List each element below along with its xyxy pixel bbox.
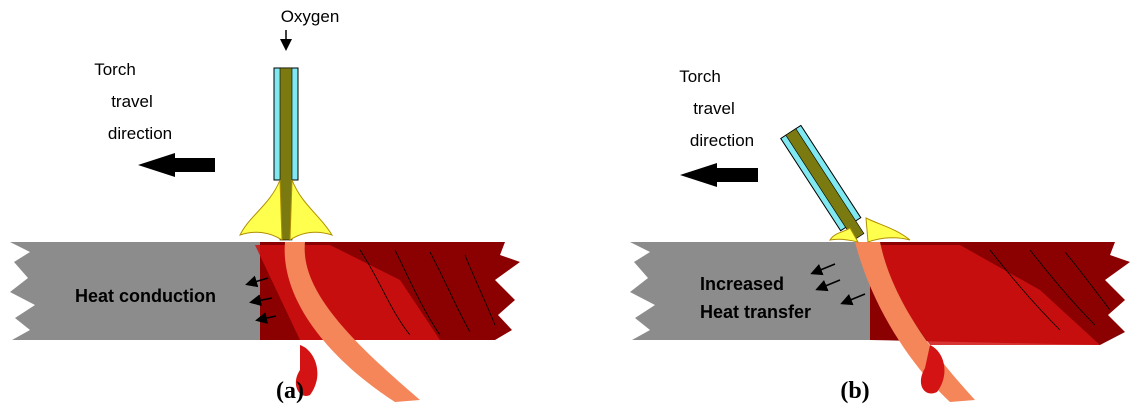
heat-label: Increased <box>700 274 784 294</box>
torch-label: travel <box>111 92 153 111</box>
flame-right <box>290 180 332 240</box>
torch-label: travel <box>693 99 735 118</box>
flame-left <box>240 180 282 240</box>
travel-arrow <box>680 163 758 187</box>
panel-b: Torch travel direction Increased Heat tr… <box>630 67 1130 404</box>
torch-label: direction <box>108 124 172 143</box>
panel-caption: (b) <box>840 378 869 404</box>
travel-arrow <box>138 153 215 177</box>
torch-label: direction <box>690 131 754 150</box>
oxygen-jet <box>786 129 864 240</box>
torch-label: Torch <box>94 60 136 79</box>
panel-caption: (a) <box>276 378 304 404</box>
panel-a: Oxygen Torch travel direction Heat condu… <box>10 7 520 404</box>
heat-label: Heat transfer <box>700 302 811 322</box>
oxygen-jet <box>280 68 292 240</box>
torch <box>781 125 869 243</box>
diagram: Oxygen Torch travel direction Heat condu… <box>0 0 1139 410</box>
heat-label: Heat conduction <box>75 286 216 306</box>
torch-label: Torch <box>679 67 721 86</box>
gas-label: Oxygen <box>281 7 340 26</box>
flame-right <box>866 218 910 242</box>
